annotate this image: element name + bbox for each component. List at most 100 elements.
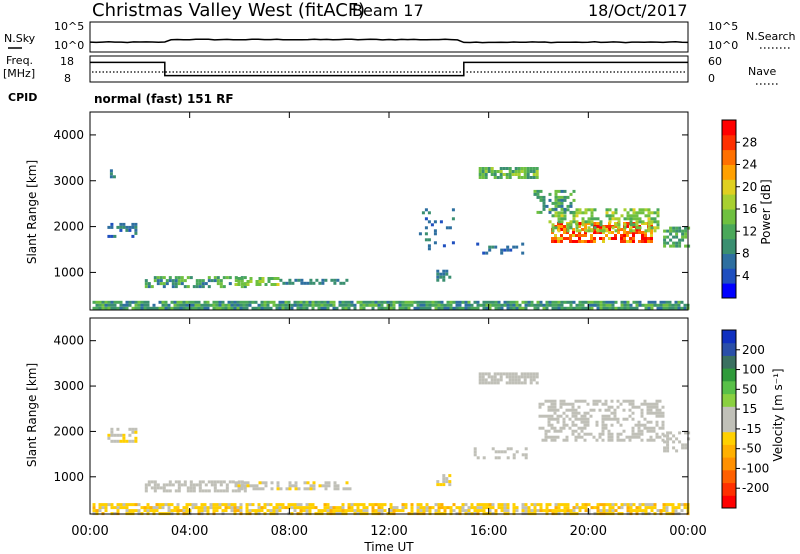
heatmap-cell (684, 226, 688, 230)
heatmap-cell (599, 223, 603, 227)
heatmap-cell (395, 509, 399, 513)
heatmap-cell (599, 231, 602, 234)
heatmap-cell (659, 303, 663, 307)
heatmap-cell (191, 503, 195, 507)
heatmap-cell (675, 232, 679, 236)
heatmap-cell (605, 229, 609, 233)
heatmap-cell (374, 509, 378, 513)
heatmap-cell (110, 427, 114, 431)
heatmap-cell (572, 240, 575, 243)
heatmap-cell (547, 429, 551, 433)
heatmap-cell (219, 285, 223, 289)
heatmap-cell (607, 432, 611, 436)
colorbar-swatch (722, 330, 736, 344)
heatmap-cell (288, 481, 292, 485)
heatmap-cell (287, 503, 291, 507)
heatmap-cell (666, 446, 670, 450)
heatmap-cell (95, 300, 99, 304)
heatmap-cell (216, 282, 220, 286)
heatmap-cell (276, 484, 280, 488)
heatmap-cell (521, 300, 525, 304)
heatmap-cell (539, 506, 543, 510)
heatmap-cell (473, 306, 477, 310)
heatmap-cell (646, 426, 650, 430)
colorbar-tick-label: 100 (742, 363, 765, 377)
heatmap-cell (198, 282, 202, 286)
heatmap-cell (590, 211, 594, 215)
heatmap-cell (634, 423, 638, 427)
heatmap-cell (641, 503, 645, 507)
heatmap-cell (666, 437, 670, 441)
heatmap-cell (293, 303, 297, 307)
heatmap-cell (521, 503, 525, 507)
heatmap-cell (646, 438, 650, 442)
heatmap-cell (663, 235, 667, 239)
heatmap-cell (569, 201, 573, 205)
heatmap-cell (198, 486, 202, 490)
heatmap-cell (128, 300, 132, 304)
heatmap-cell (512, 506, 516, 510)
heatmap-cell (219, 489, 223, 493)
heatmap-cell (446, 300, 450, 304)
heatmap-cell (212, 306, 216, 310)
heatmap-cell (568, 408, 572, 412)
heatmap-cell (377, 506, 381, 510)
heatmap-cell (614, 234, 617, 237)
heatmap-cell (422, 306, 426, 310)
heatmap-cell (422, 506, 426, 510)
heatmap-cell (92, 506, 96, 510)
heatmap-cell (424, 232, 428, 236)
heatmap-cell (610, 423, 614, 427)
heatmap-cell (665, 303, 669, 307)
heatmap-cell (171, 279, 175, 283)
heatmap-cell (303, 487, 307, 491)
heatmap-cell (593, 237, 596, 240)
heatmap-cell (575, 240, 578, 243)
heatmap-cell (302, 509, 306, 513)
heatmap-cell (650, 231, 653, 234)
heatmap-cell (282, 281, 286, 285)
heatmap-cell (644, 306, 648, 310)
heatmap-cell (574, 399, 578, 403)
heatmap-cell (656, 223, 660, 227)
heatmap-cell (598, 399, 602, 403)
heatmap-cell (353, 509, 357, 513)
heatmap-cell (345, 487, 349, 491)
heatmap-cell (224, 503, 228, 507)
heatmap-cell (436, 483, 440, 487)
heatmap-cell (158, 300, 162, 304)
heatmap-cell (221, 303, 225, 307)
heatmap-cell (553, 405, 557, 409)
heatmap-cell (497, 503, 501, 507)
heatmap-cell (521, 242, 525, 246)
heatmap-cell (526, 375, 530, 379)
heatmap-cell (380, 306, 384, 310)
heatmap-cell (669, 232, 673, 236)
heatmap-cell (416, 506, 420, 510)
heatmap-cell (614, 300, 618, 304)
heatmap-cell (653, 506, 657, 510)
heatmap-cell (566, 208, 570, 212)
heatmap-cell (565, 435, 569, 439)
date-label: 18/Oct/2017 (588, 1, 688, 20)
heatmap-cell (125, 300, 129, 304)
heatmap-cell (326, 503, 330, 507)
heatmap-cell (662, 509, 666, 513)
heatmap-cell (303, 481, 307, 485)
heatmap-cell (614, 225, 617, 228)
heatmap-cell (251, 509, 255, 513)
heatmap-cell (550, 414, 554, 418)
heatmap-cell (623, 223, 627, 227)
heatmap-cell (110, 503, 114, 507)
heatmap-cell (596, 306, 600, 310)
heatmap-cell (389, 503, 393, 507)
heatmap-cell (488, 245, 492, 249)
nsky-label: N.Sky (4, 32, 36, 45)
heatmap-cell (500, 303, 504, 307)
heatmap-cell (239, 300, 243, 304)
heatmap-cell (581, 300, 585, 304)
heatmap-cell (258, 481, 262, 485)
heatmap-cell (593, 231, 596, 234)
heatmap-cell (177, 279, 181, 283)
heatmap-cell (571, 411, 575, 415)
